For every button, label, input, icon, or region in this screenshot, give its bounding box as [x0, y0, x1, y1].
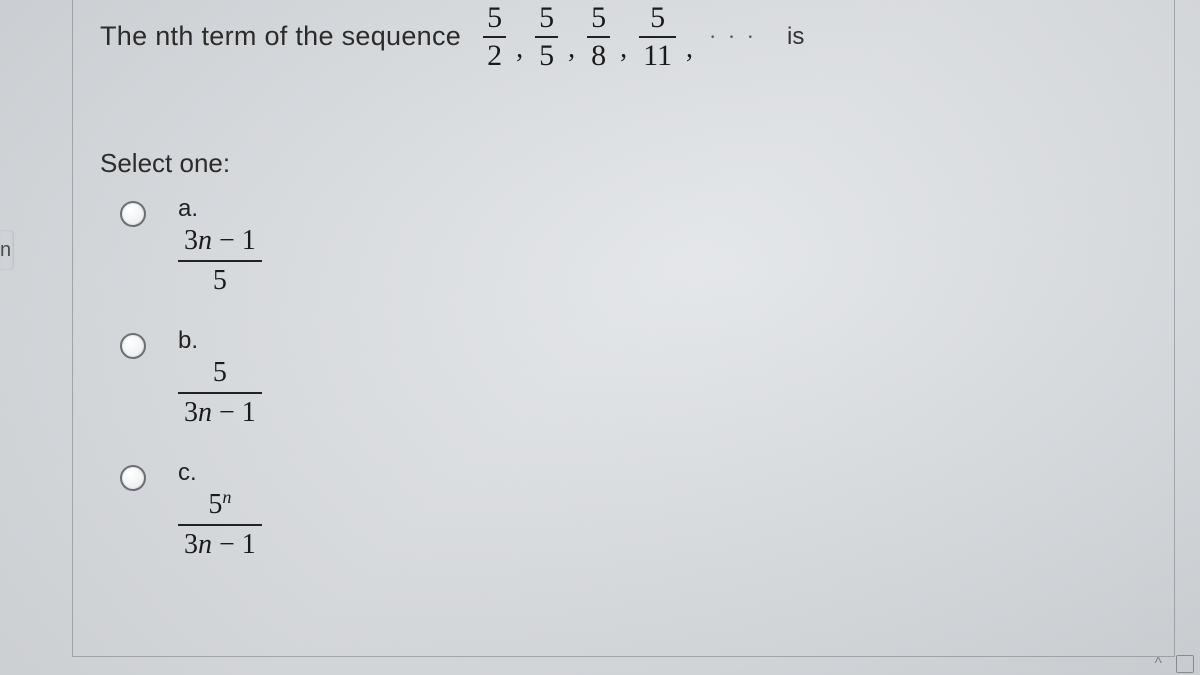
- option-c-num: 5n: [202, 489, 237, 521]
- sequence: 5 2 , 5 5 , 5 8 , 5 11 , · · ·: [479, 2, 765, 71]
- option-a[interactable]: a. 3n − 1 5: [120, 195, 262, 297]
- option-c-letter: c.: [178, 459, 262, 487]
- seq-term-3-num: 5: [587, 2, 610, 34]
- seq-term-1: 5 2: [479, 2, 510, 71]
- radio-c[interactable]: [120, 465, 146, 491]
- radio-a[interactable]: [120, 201, 146, 227]
- seq-term-4: 5 11: [635, 2, 680, 71]
- fraction-bar: [178, 260, 262, 262]
- radio-b[interactable]: [120, 333, 146, 359]
- seq-term-4-den: 11: [639, 40, 676, 72]
- option-b-body: b. 5 3n − 1: [178, 327, 262, 429]
- seq-term-2-num: 5: [535, 2, 558, 34]
- seq-term-1-den: 2: [483, 40, 506, 72]
- option-b[interactable]: b. 5 3n − 1: [120, 327, 262, 429]
- option-c[interactable]: c. 5n 3n − 1: [120, 459, 262, 561]
- seq-term-2-den: 5: [535, 40, 558, 72]
- option-c-fraction: 5n 3n − 1: [178, 489, 262, 561]
- seq-comma: ,: [516, 33, 523, 65]
- left-edge-glyph: n: [0, 239, 11, 261]
- select-one-label: Select one:: [100, 148, 230, 179]
- tray-caret-icon: ^: [1154, 655, 1162, 673]
- stem-lead-text: The nth term of the sequence: [100, 21, 461, 52]
- seq-comma: ,: [686, 33, 693, 65]
- option-b-num: 5: [207, 357, 233, 389]
- option-b-letter: b.: [178, 327, 262, 355]
- option-a-fraction: 3n − 1 5: [178, 225, 262, 297]
- fraction-bar: [178, 392, 262, 394]
- seq-term-4-num: 5: [646, 2, 669, 34]
- question-stem: The nth term of the sequence 5 2 , 5 5 ,…: [100, 2, 804, 71]
- system-tray-hint: ^: [1154, 655, 1194, 673]
- fraction-bar: [483, 36, 506, 38]
- stem-trailing-text: is: [787, 23, 804, 51]
- seq-comma: ,: [620, 33, 627, 65]
- seq-term-2: 5 5: [531, 2, 562, 71]
- seq-term-1-num: 5: [483, 2, 506, 34]
- option-c-den: 3n − 1: [178, 529, 262, 561]
- options-list: a. 3n − 1 5 b. 5 3n − 1 c. 5n 3n −: [120, 195, 262, 591]
- option-a-den: 5: [207, 265, 233, 297]
- option-a-num: 3n − 1: [178, 225, 262, 257]
- fraction-bar: [639, 36, 676, 38]
- seq-term-3: 5 8: [583, 2, 614, 71]
- option-c-body: c. 5n 3n − 1: [178, 459, 262, 561]
- seq-term-3-den: 8: [587, 40, 610, 72]
- fraction-bar: [178, 524, 262, 526]
- option-a-body: a. 3n − 1 5: [178, 195, 262, 297]
- seq-ellipsis: · · ·: [709, 24, 757, 50]
- tray-box-icon: [1176, 655, 1194, 673]
- option-b-fraction: 5 3n − 1: [178, 357, 262, 429]
- fraction-bar: [587, 36, 610, 38]
- seq-comma: ,: [568, 33, 575, 65]
- option-b-den: 3n − 1: [178, 397, 262, 429]
- option-a-letter: a.: [178, 195, 262, 223]
- left-edge-tab: n: [0, 230, 14, 270]
- fraction-bar: [535, 36, 558, 38]
